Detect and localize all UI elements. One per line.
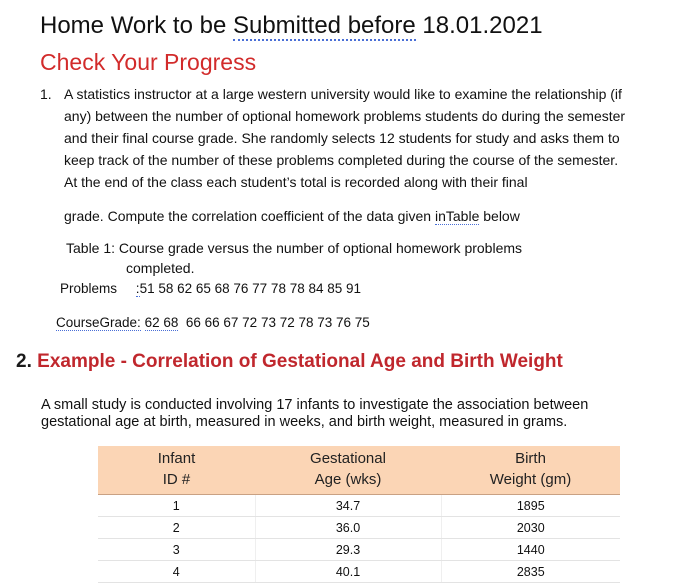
- problems-separator: :: [135, 281, 140, 297]
- cell-infant-id: 1: [98, 494, 255, 517]
- grade-values: 66 66 67 72 73 72 78 73 76 75: [185, 315, 370, 330]
- compute-suffix: below: [479, 208, 520, 224]
- question-number: 1.: [40, 86, 52, 102]
- question-line: keep track of the number of these proble…: [64, 152, 619, 168]
- header-infant-id: Infant ID #: [98, 446, 255, 495]
- cell-gestational-age: 29.3: [254, 538, 441, 561]
- cell-birth-weight: 1440: [440, 538, 620, 561]
- table-row: 2 36.0 2030: [98, 516, 620, 539]
- table-reference: inTable: [434, 208, 480, 225]
- grade-row: CourseGrade: 62 68 66 66 67 72 73 72 78 …: [56, 315, 370, 331]
- section-heading: 2. Example - Correlation of Gestational …: [16, 351, 563, 373]
- header-birth-weight: Birth Weight (gm): [441, 446, 620, 495]
- table-row: 1 34.7 1895: [98, 494, 620, 517]
- grade-label: CourseGrade:: [56, 315, 141, 331]
- compute-instruction: grade. Compute the correlation coefficie…: [64, 206, 520, 226]
- table-caption: Table 1: Course grade versus the number …: [66, 240, 523, 256]
- cell-infant-id: 2: [98, 516, 255, 539]
- cell-infant-id: 3: [98, 538, 255, 561]
- header-gestational-age: Gestational Age (wks): [255, 446, 441, 495]
- problems-values: 51 58 62 65 68 76 77 78 78 84 85 91: [139, 281, 362, 296]
- grade-underlined: 62 68: [144, 315, 179, 331]
- table-row: 3 29.3 1440: [98, 538, 620, 561]
- header-line: Birth: [515, 450, 546, 467]
- compute-text: grade. Compute the correlation coefficie…: [64, 208, 435, 224]
- question-line: At the end of the class each student’s t…: [64, 174, 528, 190]
- section-title: Example - Correlation of Gestational Age…: [37, 351, 563, 372]
- title-prefix: Home Work to be: [40, 12, 233, 39]
- cell-gestational-age: 36.0: [254, 516, 441, 539]
- cell-gestational-age: 34.7: [254, 494, 441, 517]
- header-line: Infant: [157, 450, 196, 467]
- study-paragraph-cont: gestational age at birth, measured in we…: [41, 414, 568, 430]
- gestation-table: Infant ID # Gestational Age (wks) Birth Wei…: [98, 446, 620, 583]
- cell-birth-weight: 2030: [440, 516, 620, 539]
- section-number: 2.: [16, 351, 32, 372]
- problems-row: Problems :51 58 62 65 68 76 77 78 78 84 …: [60, 281, 362, 297]
- header-line: Weight (gm): [489, 471, 572, 488]
- homework-title: Home Work to be Submitted before 18.01.2…: [40, 12, 543, 41]
- header-line: Gestational: [310, 450, 386, 467]
- title-date: 18.01.2021: [415, 12, 543, 39]
- cell-birth-weight: 1895: [440, 494, 620, 517]
- table-caption-cont: completed.: [126, 260, 195, 276]
- header-line: ID #: [162, 471, 191, 488]
- progress-heading: Check Your Progress: [40, 49, 257, 75]
- question-line: any) between the number of optional home…: [64, 108, 626, 124]
- study-paragraph: A small study is conducted involving 17 …: [41, 397, 589, 413]
- question-line: and their final course grade. She random…: [64, 130, 620, 146]
- problems-label: Problems: [60, 281, 118, 296]
- header-line: Age (wks): [314, 471, 382, 488]
- table-header-row: Infant ID # Gestational Age (wks) Birth Wei…: [98, 446, 620, 495]
- title-underlined: Submitted before: [232, 12, 416, 41]
- question-line: A statistics instructor at a large weste…: [64, 86, 622, 102]
